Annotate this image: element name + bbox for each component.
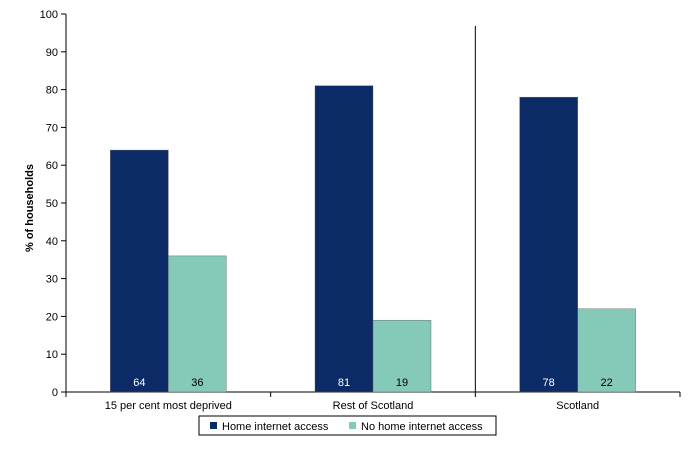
- bar-value-label: 22: [601, 377, 613, 389]
- bar: [519, 96, 578, 393]
- x-tick-label: Scotland: [556, 400, 599, 412]
- y-tick-label: 20: [46, 311, 58, 323]
- legend-label: Home internet access: [222, 421, 329, 433]
- bar: [577, 308, 636, 393]
- bar: [314, 85, 374, 393]
- bar-value-label: 19: [396, 377, 408, 389]
- legend-swatch: [210, 422, 217, 429]
- y-axis: 0 10 20 30 40 50 60 70 80 90 100: [40, 9, 67, 399]
- y-tick-label: 30: [46, 274, 58, 286]
- bars: [110, 85, 636, 393]
- data-labels: 64 36 81 19 78 22: [133, 377, 613, 389]
- bar-value-label: 64: [133, 377, 145, 389]
- bar: [372, 319, 432, 393]
- y-tick-label: 90: [46, 47, 58, 59]
- bar: [110, 149, 169, 393]
- bar-value-label: 78: [543, 377, 555, 389]
- legend-label: No home internet access: [361, 421, 483, 433]
- y-axis-title: % of households: [24, 164, 36, 252]
- legend: Home internet access No home internet acc…: [198, 415, 497, 436]
- y-tick-label: 50: [46, 198, 58, 210]
- x-tick-label: Rest of Scotland: [333, 400, 414, 412]
- y-tick-label: 60: [46, 160, 58, 172]
- bar: [168, 255, 227, 393]
- bar-value-label: 81: [338, 377, 350, 389]
- y-tick-label: 40: [46, 236, 58, 248]
- bar-value-label: 36: [191, 377, 203, 389]
- y-tick-label: 10: [46, 349, 58, 361]
- y-tick-label: 80: [46, 85, 58, 97]
- x-tick-label: 15 per cent most deprived: [105, 400, 232, 412]
- y-tick-label: 70: [46, 122, 58, 134]
- legend-box: [198, 415, 497, 436]
- y-tick-label: 100: [40, 9, 58, 21]
- y-tick-label: 0: [52, 387, 58, 399]
- legend-swatch: [349, 422, 356, 429]
